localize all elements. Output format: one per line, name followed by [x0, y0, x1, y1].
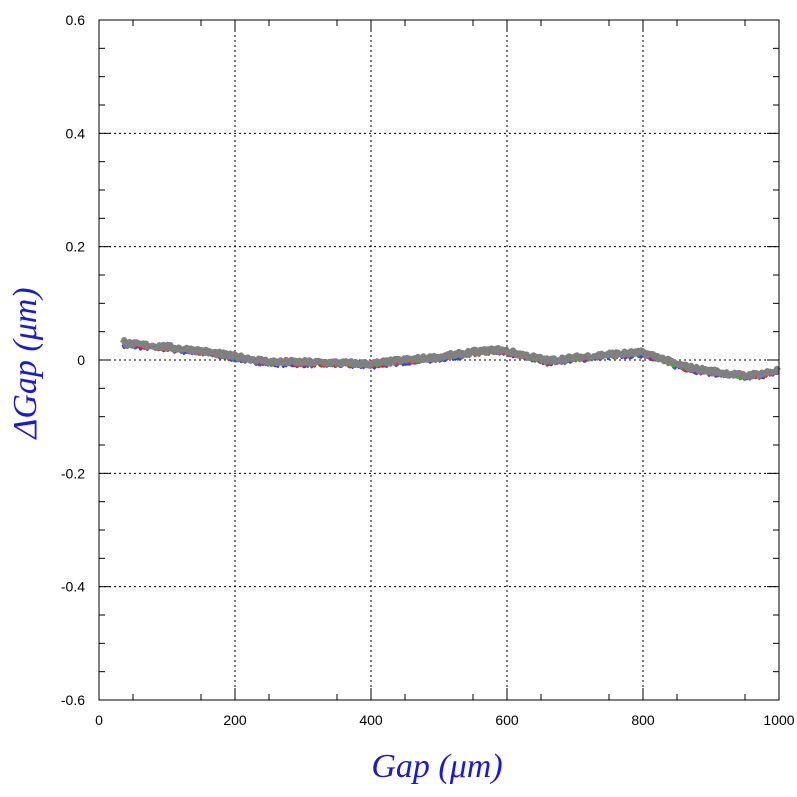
tick-labels: 0 200 400 600 800 1000 -0.6 -0.4 -0.2 0 0.2 0.4 0.6 — [61, 12, 795, 728]
x-tick-label: 200 — [223, 712, 247, 728]
ticks — [98, 19, 780, 701]
x-tick-label: 0 — [95, 712, 103, 728]
y-tick-label: 0 — [77, 352, 85, 368]
x-tick-label: 600 — [495, 712, 519, 728]
y-tick-label: 0.2 — [66, 239, 86, 255]
y-axis-title: ΔGap (μm) — [7, 287, 44, 440]
x-tick-label: 400 — [359, 712, 383, 728]
y-tick-label: -0.6 — [61, 692, 85, 708]
y-tick-label: 0.6 — [66, 12, 86, 28]
x-axis-title: Gap (μm) — [371, 748, 502, 785]
y-tick-label: -0.2 — [61, 465, 85, 481]
series-layer — [120, 337, 781, 381]
y-tick-label: -0.4 — [61, 579, 85, 595]
x-tick-label: 800 — [631, 712, 655, 728]
series-line — [120, 337, 781, 380]
x-tick-label: 1000 — [763, 712, 794, 728]
y-tick-label: 0.4 — [66, 125, 86, 141]
